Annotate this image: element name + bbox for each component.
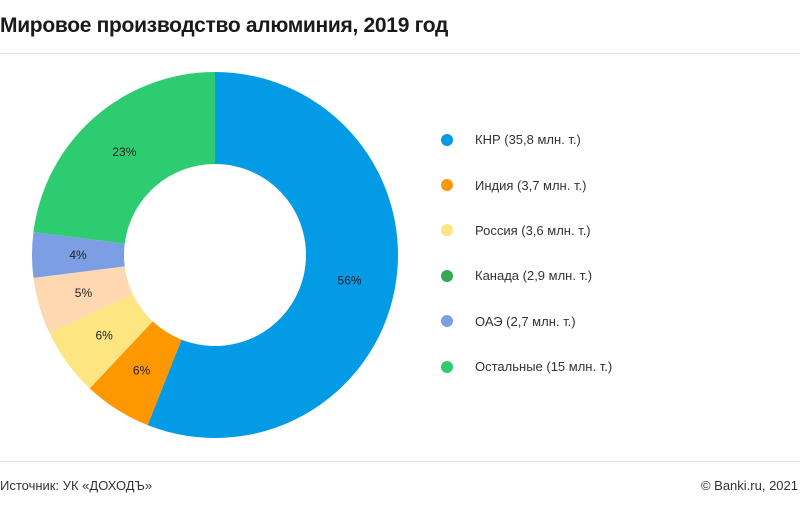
donut-slice (89, 321, 182, 426)
legend-item: Индия (3,7 млн. т.) (441, 162, 612, 207)
legend-label: Канада (2,9 млн. т.) (475, 268, 593, 284)
legend-dot (441, 315, 453, 328)
donut-slice (33, 72, 215, 244)
legend-dot (441, 360, 453, 373)
donut-slice (33, 266, 133, 333)
donut-slice (49, 293, 153, 389)
slice-label: 6% (95, 329, 113, 343)
legend-label: Остальные (15 млн. т.) (475, 359, 613, 375)
legend-dot (441, 269, 453, 282)
donut-slice (147, 72, 399, 439)
slice-label: 56% (338, 274, 362, 288)
legend-label: Индия (3,7 млн. т.) (475, 177, 587, 193)
chart-title: Мировое производство алюминия, 2019 год (0, 14, 449, 37)
legend: КНР (35,8 млн. т.) Индия (3,7 млн. т.) Р… (441, 117, 612, 389)
footer-divider (0, 461, 800, 462)
copyright: © Banki.ru, 2021 (700, 478, 798, 493)
legend-label: ОАЭ (2,7 млн. т.) (475, 313, 576, 329)
legend-dot (441, 224, 453, 237)
source-note: Источник: УК «ДОХОДЪ» (0, 478, 153, 493)
legend-item: Россия (3,6 млн. т.) (441, 208, 612, 253)
legend-label: КНР (35,8 млн. т.) (475, 132, 581, 148)
legend-dot (441, 179, 453, 192)
slice-label: 5% (75, 286, 93, 300)
legend-item: ОАЭ (2,7 млн. т.) (441, 299, 612, 344)
legend-label: Россия (3,6 млн. т.) (475, 222, 591, 238)
slice-label: 23% (112, 145, 136, 159)
legend-dot (441, 133, 453, 146)
legend-item: Остальные (15 млн. т.) (441, 344, 612, 389)
donut-chart: 56% 6% 6% 5% 4% 23% (31, 72, 399, 439)
header-divider (0, 53, 800, 54)
legend-item: КНР (35,8 млн. т.) (441, 117, 612, 162)
donut-slice (31, 232, 125, 278)
legend-item: Канада (2,9 млн. т.) (441, 253, 612, 298)
slice-label: 4% (69, 248, 87, 262)
slice-label: 6% (133, 364, 151, 378)
